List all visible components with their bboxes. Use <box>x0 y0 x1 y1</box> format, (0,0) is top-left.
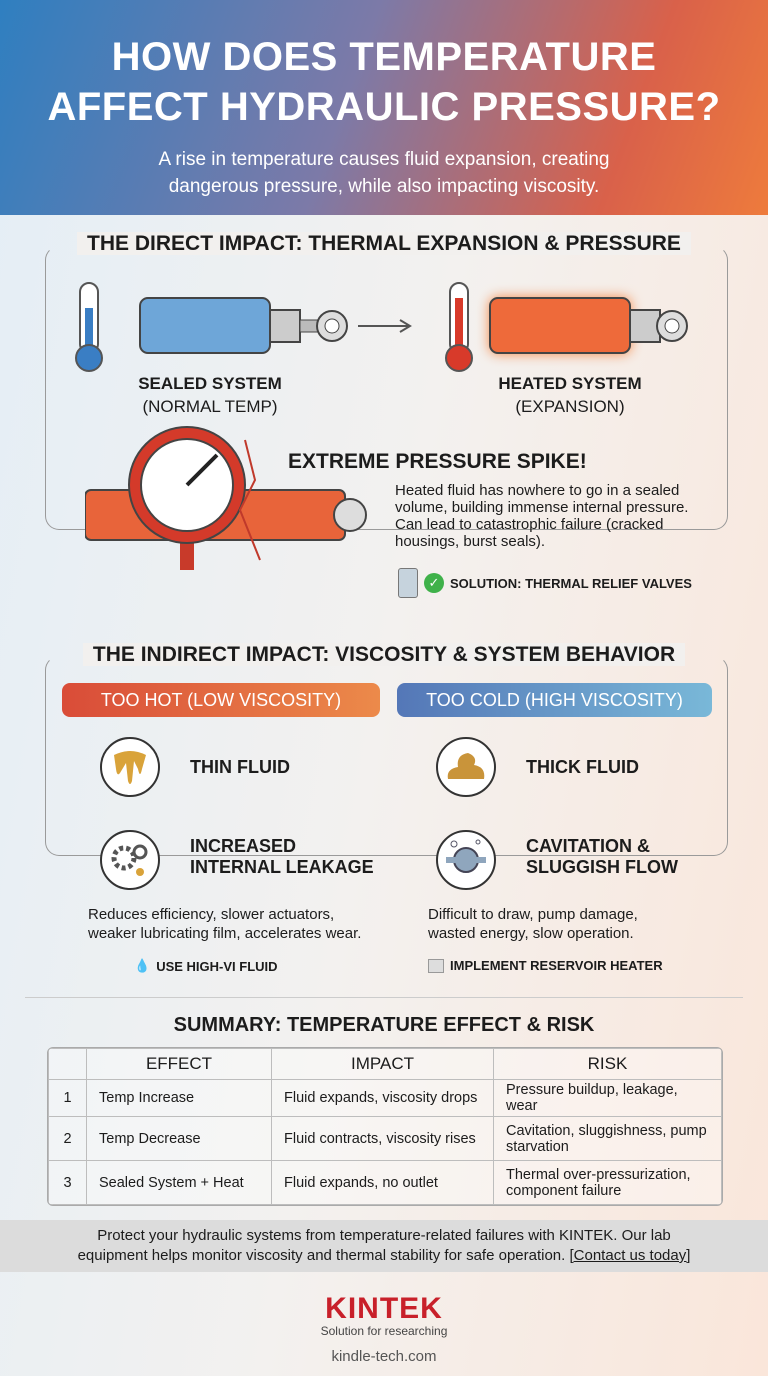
brand-tagline: Solution for researching <box>320 1324 448 1338</box>
hot-description: Reduces efficiency, slower actuators, wea… <box>88 906 362 942</box>
contact-us-link[interactable]: [Contact us today] <box>569 1247 691 1264</box>
effect-header: EFFECT <box>86 1048 272 1080</box>
hot-thermometer-icon <box>445 282 473 372</box>
impact-header: IMPACT <box>271 1048 494 1080</box>
cylinders-illustration <box>75 282 688 372</box>
table-row: 3 Sealed System + Heat Fluid expands, no o… <box>48 1160 722 1205</box>
table-header-row: EFFECT IMPACT RISK <box>48 1048 722 1080</box>
kintek-logo: KINTEK <box>325 1292 443 1325</box>
valve-icon <box>398 568 418 598</box>
section-bracket <box>45 246 728 530</box>
pressure-spike-title: EXTREME PRESSURE SPIKE! <box>288 450 587 473</box>
divider <box>25 997 743 998</box>
section-bracket <box>45 656 728 856</box>
table-row: 1 Temp Increase Fluid expands, viscosity d… <box>48 1079 722 1117</box>
pressure-gauge-icon <box>85 426 367 570</box>
arrow-right-icon <box>358 319 412 333</box>
heater-icon <box>428 958 444 973</box>
risk-header: RISK <box>493 1048 722 1080</box>
pressure-spike-text: Heated fluid has nowhere to go in a seal… <box>395 482 689 550</box>
indirect-impact-title: THE INDIRECT IMPACT: VISCOSITY & SYSTEM … <box>0 643 768 667</box>
thick-fluid-label: THICK FLUID <box>526 757 639 777</box>
pump-cavitation-icon <box>436 830 496 890</box>
thin-fluid-icon <box>100 737 160 797</box>
header-banner <box>0 0 768 215</box>
direct-impact-title: THE DIRECT IMPACT: THERMAL EXPANSION & P… <box>0 232 768 256</box>
summary-title: SUMMARY: TEMPERATURE EFFECT & RISK <box>173 1014 595 1036</box>
cold-cylinder-icon <box>139 297 348 354</box>
thermal-relief-solution: ✓ SOLUTION: THERMAL RELIEF VALVES <box>398 568 692 598</box>
cavitation-label: CAVITATION & SLUGGISH FLOW <box>526 836 678 877</box>
too-cold-header: TOO COLD (HIGH VISCOSITY) <box>397 683 712 717</box>
page-title: HOW DOES TEMPERATURE AFFECT HYDRAULIC PRE… <box>47 35 721 129</box>
sealed-system-label: SEALED SYSTEM (NORMAL TEMP) <box>138 374 282 416</box>
gears-leak-icon <box>100 830 160 890</box>
check-icon: ✓ <box>424 573 444 593</box>
thin-fluid-label: THIN FLUID <box>190 757 290 777</box>
reservoir-heater-solution: IMPLEMENT RESERVOIR HEATER <box>428 958 663 973</box>
summary-table: EFFECT IMPACT RISK 1 Temp Increase Fluid exp… <box>47 1047 723 1206</box>
hot-cylinder-icon <box>489 297 688 354</box>
too-hot-header: TOO HOT (LOW VISCOSITY) <box>62 683 380 717</box>
thick-fluid-icon <box>436 737 496 797</box>
table-row: 2 Temp Decrease Fluid contracts, viscosity… <box>48 1116 722 1161</box>
fluid-drop-icon: 💧 <box>134 958 151 973</box>
footer-cta: Protect your hydraulic systems from temp… <box>0 1220 768 1272</box>
heated-system-label: HEATED SYSTEM (EXPANSION) <box>498 374 642 416</box>
page-subtitle: A rise in temperature causes fluid expan… <box>158 149 610 197</box>
website-url: kindle-tech.com <box>331 1348 437 1365</box>
high-vi-solution: 💧 USE HIGH-VI FLUID <box>134 958 278 974</box>
cold-thermometer-icon <box>75 282 103 372</box>
internal-leakage-label: INCREASED INTERNAL LEAKAGE <box>190 836 374 877</box>
cold-description: Difficult to draw, pump damage, wasted en… <box>428 906 638 942</box>
